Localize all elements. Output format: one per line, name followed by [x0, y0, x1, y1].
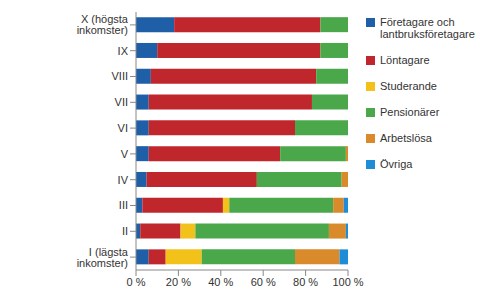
svg-text:I (lägstainkomster): I (lägstainkomster) [77, 246, 129, 269]
svg-text:V: V [121, 148, 129, 160]
svg-text:60 %: 60 % [251, 276, 276, 288]
svg-text:0 %: 0 % [127, 276, 146, 288]
html-text:Studerande: Studerande [380, 80, 437, 92]
html-text:Företagare och lantbruksföreta: Företagare och lantbruksföretagare [380, 16, 475, 40]
svg-text:IX: IX [118, 45, 129, 57]
svg-text:100 %: 100 % [332, 276, 363, 288]
svg-text:VI: VI [118, 122, 128, 134]
svg-text:X (högstainkomster): X (högstainkomster) [77, 13, 129, 36]
svg-text:IV: IV [118, 174, 129, 186]
svg-text:40 %: 40 % [208, 276, 233, 288]
html-text:Arbetslösa: Arbetslösa [380, 132, 432, 144]
svg-text:80 %: 80 % [293, 276, 318, 288]
svg-text:III: III [119, 199, 128, 211]
svg-text:20 %: 20 % [166, 276, 191, 288]
svg-text:VII: VII [115, 96, 128, 108]
html-text:Löntagare: Löntagare [380, 54, 430, 66]
html-text:Övriga: Övriga [380, 158, 413, 170]
html-text:Pensionärer: Pensionärer [380, 106, 440, 118]
svg-text:VIII: VIII [111, 70, 128, 82]
svg-text:II: II [122, 225, 128, 237]
